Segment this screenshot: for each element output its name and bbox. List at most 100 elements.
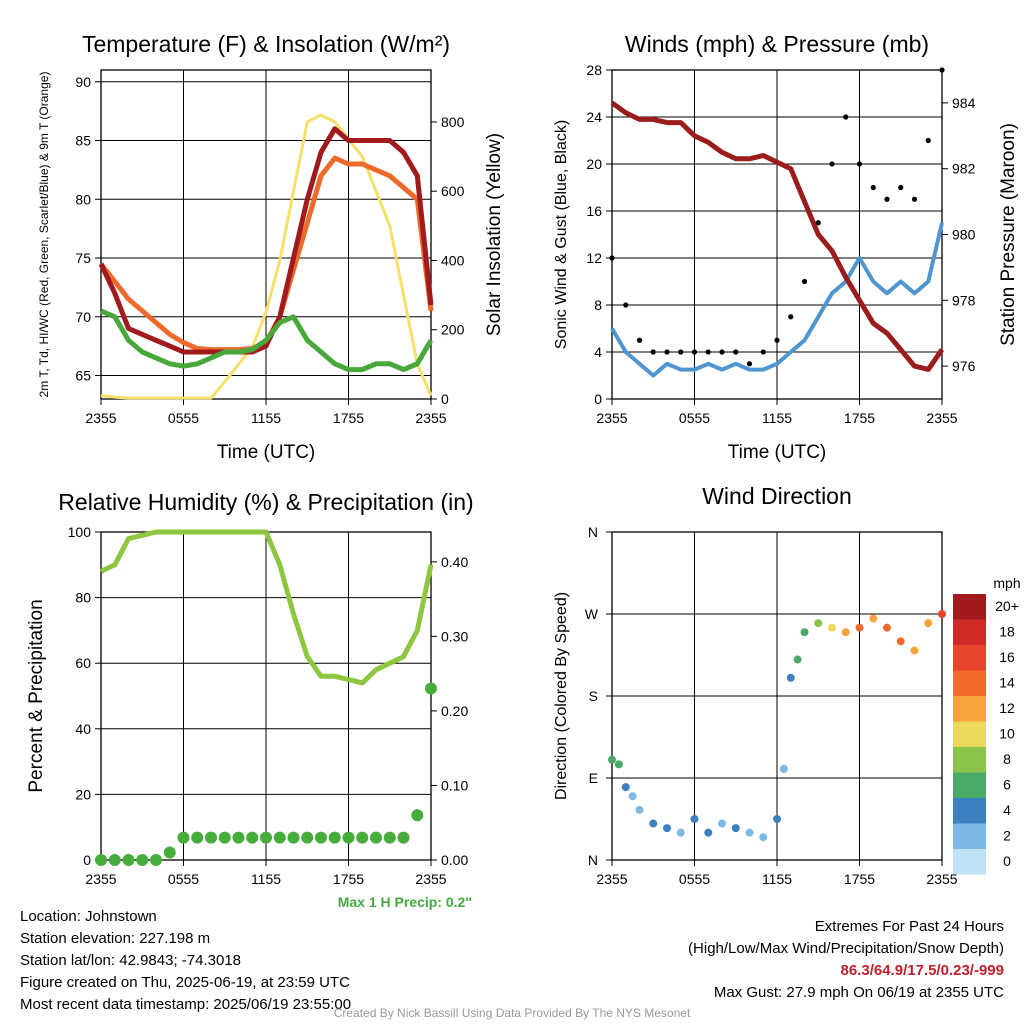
y-tick-label: 0 [83,852,91,868]
gust-point [843,114,849,120]
x-axis-label: Time (UTC) [728,442,827,463]
direction-point [621,783,630,792]
y-tick-label: 70 [75,309,91,325]
y2-axis-label: Solar Insolation (Yellow) [484,133,505,336]
dir-chart-title: Wind Direction [702,483,852,509]
x-tick-label: 1155 [762,871,792,887]
direction-point [828,623,836,632]
gust-point [746,361,753,367]
location-text: Location: Johnstown [20,908,157,925]
direction-point [608,755,616,764]
precip-point [136,854,149,866]
direction-point [883,623,891,632]
precip-point [342,831,355,844]
y-tick-label: N [588,524,598,540]
series-line-rh [99,529,434,686]
precip-point [301,831,314,844]
gust-point [609,255,615,261]
colorbar-label: 4 [1003,802,1011,818]
direction-point [938,610,946,618]
winds-panel: 0 4 8 12 16 20 24 28 976 978 980 982 984 2355 0555 1155… [553,31,1019,463]
direction-point [745,828,754,837]
colorbar-swatch [953,849,986,875]
y2-tick-label: 976 [952,358,976,374]
y-tick-label: 65 [75,368,91,384]
colorbar-swatch [953,645,986,671]
direction-point [814,619,823,628]
wind-direction-panel: N E S W N 2355 0555 1155 1755 2355 Wind Direction D… [553,483,958,887]
y-tick-label: 60 [75,655,91,671]
x-axis-label: Time (UTC) [217,442,316,463]
direction-point [855,623,864,632]
y-tick-label: E [589,770,598,786]
colorbar-label: 0 [1003,853,1011,869]
colorbar-label: 12 [999,700,1015,716]
x-tick-label: 1755 [844,410,875,426]
y2-axis-label: Station Pressure (Maroon) [998,123,1019,346]
y2-tick-label: 984 [952,95,976,111]
recent-text: Most recent data timestamp: 2025/06/19 2… [20,996,352,1013]
direction-point [635,805,644,814]
precip-point [122,854,135,866]
max-gust-text: Max Gust: 27.9 mph On 06/19 at 2355 UTC [713,984,1004,1001]
y2-tick-label: 0.10 [441,777,468,793]
direction-point [628,792,637,801]
colorbar-swatch [953,670,986,696]
precip-point [356,831,369,844]
direction-point [841,628,850,637]
gust-point [664,349,670,355]
series-line-solar [100,113,433,400]
y-axis-label: Direction (Colored By Speed) [553,592,570,800]
y2-tick-label: 600 [441,183,465,199]
y2-tick-label: 0.20 [441,703,468,719]
colorbar-swatch [953,747,986,773]
y-tick-label: 20 [586,156,602,172]
direction-point [718,819,726,828]
gust-point [856,161,863,167]
direction-point [663,824,671,833]
precip-point [260,831,272,844]
y2-tick-label: 980 [952,227,976,243]
colorbar-label: 6 [1003,777,1011,793]
precip-point [232,831,245,844]
colorbar-swatch [953,798,986,824]
direction-point [869,614,878,623]
y-tick-label: 80 [75,191,91,207]
x-tick-label: 0555 [679,410,710,426]
gust-point [691,349,698,355]
colorbar-swatch [953,696,986,722]
y-tick-label: 20 [75,786,91,802]
gust-point [801,278,808,285]
series-line-2m-t [98,126,434,355]
precip-point [273,831,286,844]
precip-point [397,831,410,844]
gust-point [623,302,629,308]
x-tick-label: 1155 [251,871,281,887]
gust-point [870,184,876,191]
direction-point [924,619,933,628]
y2-tick-label: 0.30 [441,628,468,644]
x-tick-label: 2355 [926,871,957,887]
y2-tick-label: 0.40 [441,554,468,570]
temperature-panel: 65 70 75 80 85 90 0 200 400 600 800 2355 0555 1155 175… [37,31,505,463]
x-tick-label: 2355 [596,871,627,887]
gust-point [911,196,918,202]
extremes-box: Extremes For Past 24 Hours (High/Low/Max… [688,916,1004,1004]
direction-point [676,828,685,837]
direction-point [690,815,699,823]
y2-tick-label: 0 [441,391,449,407]
y-tick-label: 8 [594,297,602,313]
colorbar-label: 14 [999,675,1015,691]
extremes-subtitle: (High/Low/Max Wind/Precipitation/Snow De… [688,940,1004,957]
direction-point [614,760,623,769]
y-tick-label: 85 [75,133,91,149]
gust-point [636,337,643,343]
x-tick-label: 1755 [333,871,364,887]
precip-point [287,831,300,844]
y-axis-label: Percent & Precipitation [26,599,47,792]
direction-point [786,673,795,682]
speed-colorbar: mph 20+ 18 16 14 12 10 8 6 4 2 0 [953,575,1021,875]
y-tick-label: 0 [594,391,602,407]
gust-point [733,349,739,355]
